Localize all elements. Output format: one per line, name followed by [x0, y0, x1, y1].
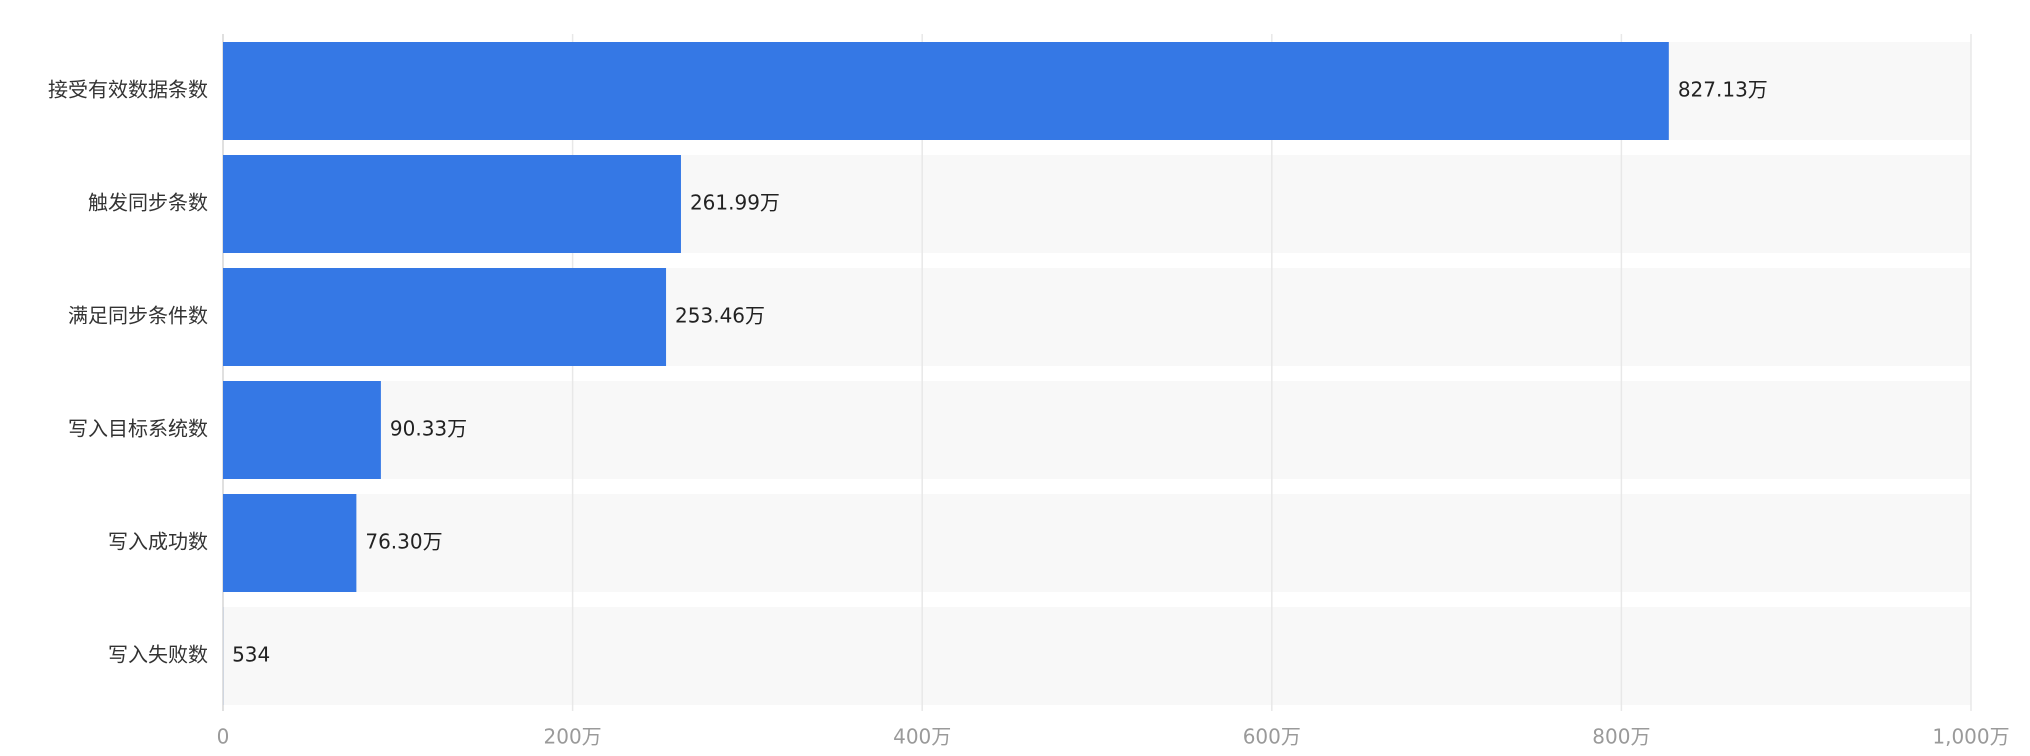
x-tick-label: 400万 — [893, 725, 951, 749]
bar — [223, 494, 357, 592]
value-label: 261.99万 — [690, 191, 780, 215]
y-tick-label: 写入成功数 — [108, 530, 208, 554]
x-tick-label: 0 — [217, 725, 230, 749]
value-label: 76.30万 — [365, 530, 442, 554]
y-tick-label: 写入目标系统数 — [68, 417, 208, 441]
y-tick-label: 满足同步条件数 — [68, 304, 208, 328]
bar — [223, 42, 1669, 140]
x-tick-label: 1,000万 — [1932, 725, 2009, 749]
value-label: 534 — [232, 643, 270, 667]
value-label: 827.13万 — [1678, 78, 1768, 102]
value-label: 90.33万 — [390, 417, 467, 441]
row-band — [223, 494, 1971, 592]
bar — [223, 381, 381, 479]
row-band — [223, 381, 1971, 479]
y-tick-label: 接受有效数据条数 — [48, 78, 208, 102]
bar — [223, 268, 667, 366]
value-label: 253.46万 — [675, 304, 765, 328]
y-tick-label: 写入失败数 — [108, 643, 208, 667]
x-tick-label: 600万 — [1243, 725, 1301, 749]
row-band — [223, 607, 1971, 705]
x-tick-label: 800万 — [1592, 725, 1650, 749]
y-tick-label: 触发同步条数 — [88, 191, 208, 215]
x-tick-label: 200万 — [544, 725, 602, 749]
bar — [223, 155, 681, 253]
